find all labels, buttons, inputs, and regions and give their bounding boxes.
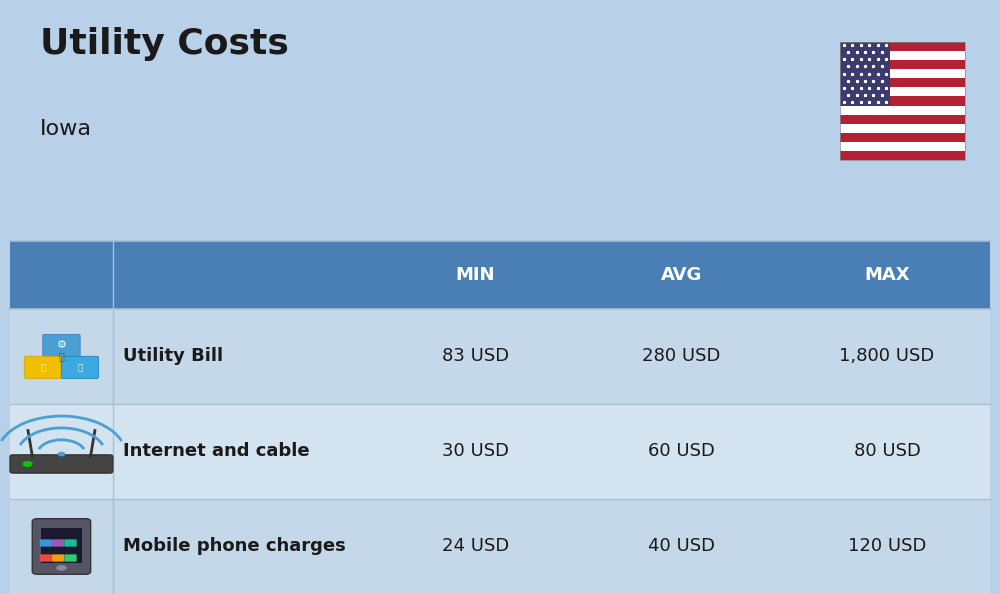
FancyBboxPatch shape [10, 241, 113, 309]
Text: Utility Bill: Utility Bill [123, 347, 223, 365]
FancyBboxPatch shape [10, 309, 990, 404]
FancyBboxPatch shape [64, 539, 77, 546]
FancyBboxPatch shape [840, 69, 965, 78]
FancyBboxPatch shape [24, 356, 62, 378]
Text: 40 USD: 40 USD [648, 538, 715, 555]
Text: ⚙: ⚙ [56, 340, 66, 350]
Text: Utility Costs: Utility Costs [40, 27, 289, 61]
FancyBboxPatch shape [578, 241, 784, 309]
Text: Mobile phone charges: Mobile phone charges [123, 538, 346, 555]
Text: 🧍: 🧍 [59, 352, 64, 361]
Text: 30 USD: 30 USD [442, 443, 509, 460]
FancyBboxPatch shape [52, 539, 64, 546]
FancyBboxPatch shape [52, 554, 64, 562]
FancyBboxPatch shape [40, 554, 52, 562]
FancyBboxPatch shape [840, 106, 965, 115]
Circle shape [23, 461, 33, 467]
FancyBboxPatch shape [840, 142, 965, 151]
FancyBboxPatch shape [61, 356, 99, 378]
Text: 💧: 💧 [77, 363, 82, 372]
FancyBboxPatch shape [10, 455, 113, 473]
FancyBboxPatch shape [41, 527, 82, 563]
FancyBboxPatch shape [10, 499, 990, 594]
FancyBboxPatch shape [840, 151, 965, 160]
Circle shape [55, 564, 67, 571]
FancyBboxPatch shape [840, 50, 965, 60]
Text: 120 USD: 120 USD [848, 538, 926, 555]
FancyBboxPatch shape [840, 87, 965, 96]
FancyBboxPatch shape [113, 241, 373, 309]
FancyBboxPatch shape [840, 78, 965, 87]
FancyBboxPatch shape [64, 554, 77, 562]
FancyBboxPatch shape [32, 519, 91, 574]
Text: 83 USD: 83 USD [442, 347, 509, 365]
FancyBboxPatch shape [43, 334, 80, 356]
FancyBboxPatch shape [373, 241, 578, 309]
FancyBboxPatch shape [840, 42, 890, 106]
Text: 1,800 USD: 1,800 USD [839, 347, 935, 365]
FancyBboxPatch shape [840, 115, 965, 124]
Text: 280 USD: 280 USD [642, 347, 720, 365]
FancyBboxPatch shape [840, 42, 965, 50]
Text: AVG: AVG [661, 266, 702, 284]
FancyBboxPatch shape [10, 404, 990, 499]
FancyBboxPatch shape [40, 539, 52, 546]
FancyBboxPatch shape [840, 124, 965, 133]
Circle shape [57, 451, 65, 456]
FancyBboxPatch shape [840, 96, 965, 106]
Text: 24 USD: 24 USD [442, 538, 509, 555]
Text: 60 USD: 60 USD [648, 443, 715, 460]
FancyBboxPatch shape [840, 133, 965, 142]
Text: 80 USD: 80 USD [854, 443, 921, 460]
Text: Iowa: Iowa [40, 119, 92, 139]
Text: 🔌: 🔌 [40, 363, 45, 372]
Text: MAX: MAX [864, 266, 910, 284]
FancyBboxPatch shape [840, 60, 965, 69]
Text: Internet and cable: Internet and cable [123, 443, 310, 460]
Text: MIN: MIN [456, 266, 495, 284]
FancyBboxPatch shape [784, 241, 990, 309]
